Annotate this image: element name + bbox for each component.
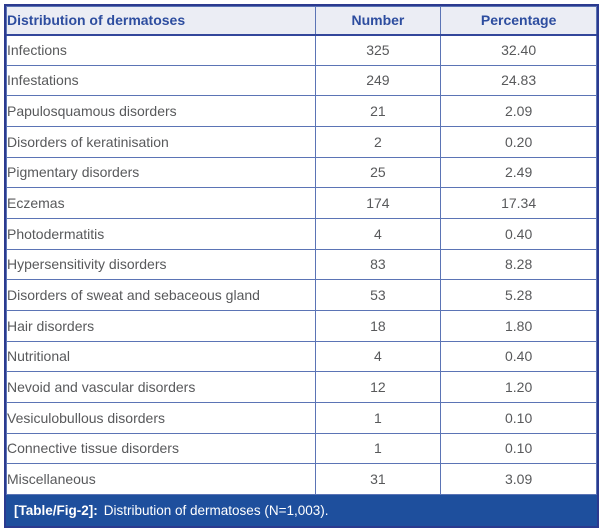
table-header: Distribution of dermatoses Number Percen… [6, 6, 597, 36]
header-number: Number [314, 6, 442, 36]
row-number: 2 [314, 125, 442, 158]
row-number: 83 [314, 248, 442, 281]
table-row: Nutritional 4 0.40 [6, 340, 597, 373]
row-label: Eczemas [6, 187, 316, 219]
row-label: Photodermatitis [6, 217, 316, 250]
row-percentage: 8.28 [440, 248, 597, 281]
dermatoses-table: Distribution of dermatoses Number Percen… [6, 6, 597, 495]
table-row: Infestations 249 24.83 [6, 64, 597, 97]
row-percentage: 17.34 [440, 187, 597, 219]
row-percentage: 5.28 [440, 279, 597, 311]
table-row: Pigmentary disorders 25 2.49 [6, 156, 597, 189]
table-row: Infections 325 32.40 [6, 34, 597, 66]
table-row: Papulosquamous disorders 21 2.09 [6, 95, 597, 127]
table-row: Connective tissue disorders 1 0.10 [6, 432, 597, 465]
row-label: Miscellaneous [6, 463, 316, 495]
table-row: Vesiculobullous disorders 1 0.10 [6, 401, 597, 434]
row-percentage: 1.20 [440, 371, 597, 403]
table-row: Hypersensitivity disorders 83 8.28 [6, 248, 597, 281]
row-percentage: 2.49 [440, 156, 597, 189]
row-label: Infestations [6, 64, 316, 97]
caption-label: [Table/Fig-2]: [14, 503, 98, 518]
table-body: Infections 325 32.40 Infestations 249 24… [6, 34, 597, 495]
row-number: 25 [314, 156, 442, 189]
row-label: Pigmentary disorders [6, 156, 316, 189]
row-number: 1 [314, 432, 442, 465]
figure-caption: [Table/Fig-2]: Distribution of dermatose… [6, 495, 597, 526]
row-percentage: 0.40 [440, 340, 597, 373]
row-label: Connective tissue disorders [6, 432, 316, 465]
row-percentage: 0.40 [440, 217, 597, 250]
row-label: Vesiculobullous disorders [6, 401, 316, 434]
row-percentage: 0.10 [440, 432, 597, 465]
header-percentage: Percentage [440, 6, 597, 36]
row-label: Papulosquamous disorders [6, 95, 316, 127]
row-number: 174 [314, 187, 442, 219]
table-row: Hair disorders 18 1.80 [6, 309, 597, 342]
row-label: Hypersensitivity disorders [6, 248, 316, 281]
row-number: 12 [314, 371, 442, 403]
row-label: Infections [6, 34, 316, 66]
row-number: 31 [314, 463, 442, 495]
table-row: Eczemas 174 17.34 [6, 187, 597, 219]
caption-text: Distribution of dermatoses (N=1,003). [103, 503, 329, 518]
row-number: 18 [314, 309, 442, 342]
row-percentage: 0.10 [440, 401, 597, 434]
row-number: 325 [314, 34, 442, 66]
header-row: Distribution of dermatoses Number Percen… [6, 6, 597, 36]
row-label: Nutritional [6, 340, 316, 373]
table-row: Miscellaneous 31 3.09 [6, 463, 597, 495]
row-percentage: 32.40 [440, 34, 597, 66]
row-label: Nevoid and vascular disorders [6, 371, 316, 403]
row-number: 249 [314, 64, 442, 97]
row-number: 4 [314, 217, 442, 250]
row-number: 53 [314, 279, 442, 311]
row-percentage: 1.80 [440, 309, 597, 342]
row-percentage: 0.20 [440, 125, 597, 158]
header-distribution: Distribution of dermatoses [6, 6, 316, 36]
row-number: 1 [314, 401, 442, 434]
table-row: Nevoid and vascular disorders 12 1.20 [6, 371, 597, 403]
row-label: Disorders of keratinisation [6, 125, 316, 158]
row-percentage: 24.83 [440, 64, 597, 97]
row-label: Disorders of sweat and sebaceous gland [6, 279, 316, 311]
row-number: 21 [314, 95, 442, 127]
table-figure: Distribution of dermatoses Number Percen… [4, 4, 599, 528]
table-row: Disorders of sweat and sebaceous gland 5… [6, 279, 597, 311]
row-percentage: 3.09 [440, 463, 597, 495]
table-row: Disorders of keratinisation 2 0.20 [6, 125, 597, 158]
row-label: Hair disorders [6, 309, 316, 342]
row-number: 4 [314, 340, 442, 373]
table-row: Photodermatitis 4 0.40 [6, 217, 597, 250]
row-percentage: 2.09 [440, 95, 597, 127]
